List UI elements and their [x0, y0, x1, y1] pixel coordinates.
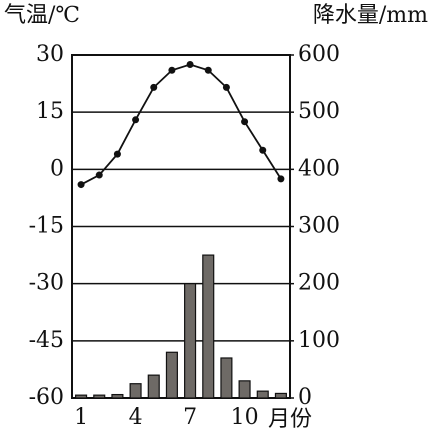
y-tick-label: 15: [36, 99, 64, 124]
y2-tick-label: 300: [298, 214, 340, 239]
bar: [75, 394, 88, 399]
bar: [147, 374, 160, 399]
y2-tick-label: 600: [298, 42, 340, 67]
y2-tick-label: 100: [298, 328, 340, 353]
bar: [129, 383, 142, 399]
y-tick-label: -30: [29, 271, 64, 296]
line: [80, 63, 282, 186]
bar: [202, 254, 215, 399]
y2-tick-label: 200: [298, 271, 340, 296]
bar: [184, 283, 197, 399]
bar: [111, 393, 124, 399]
x-tick-label: 7: [183, 405, 197, 430]
y-tick-label: -60: [29, 385, 64, 410]
point: [259, 146, 267, 154]
bar: [165, 351, 178, 399]
point: [113, 150, 121, 158]
bar: [93, 394, 106, 399]
y2-tick-label: 500: [298, 99, 340, 124]
y-tick-label: 0: [50, 156, 64, 181]
point: [150, 83, 158, 91]
point: [186, 61, 194, 69]
point: [95, 171, 103, 179]
bar: [274, 392, 287, 399]
y-tick-label: -45: [29, 328, 64, 353]
point: [168, 66, 176, 74]
bar: [256, 390, 269, 399]
x-tick-label: 1: [74, 405, 88, 430]
y-axis-title: 气温/℃: [4, 3, 80, 28]
point: [204, 66, 212, 74]
point: [241, 118, 249, 126]
y-tick-label: 30: [36, 42, 64, 67]
y2-tick-label: 400: [298, 156, 340, 181]
point: [77, 181, 85, 189]
point: [132, 116, 140, 124]
point: [277, 175, 285, 183]
x-axis-title: 月份: [268, 407, 312, 432]
x-tick-label: 10: [231, 405, 259, 430]
y2-axis-title: 降水量/mm: [313, 3, 428, 28]
y2-tick-label: 0: [298, 385, 312, 410]
point: [222, 83, 230, 91]
x-tick-label: 4: [129, 405, 143, 430]
y-tick-label: -15: [29, 214, 64, 239]
bar: [238, 380, 251, 399]
bar: [220, 357, 233, 399]
